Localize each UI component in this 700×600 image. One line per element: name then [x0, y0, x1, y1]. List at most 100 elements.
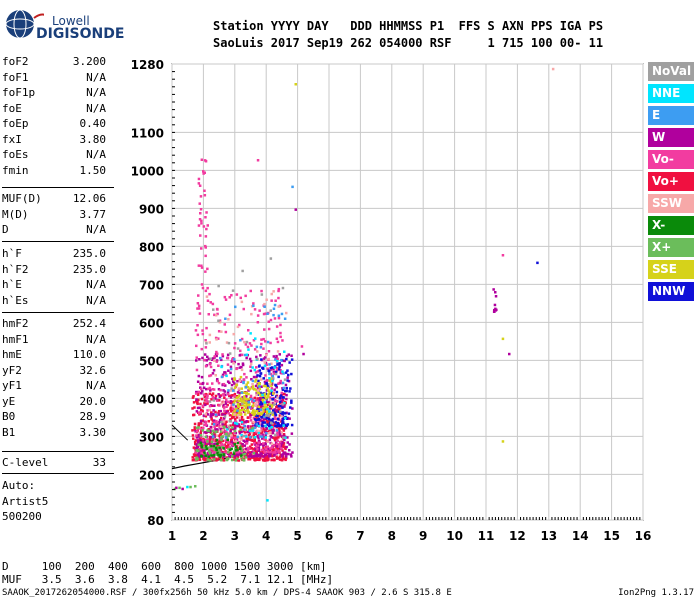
echo-point-noval	[220, 420, 223, 424]
echo-point-vo	[227, 441, 230, 445]
echo-point-vo	[264, 429, 267, 432]
param-value: 0.40	[79, 117, 107, 130]
echo-point-w	[249, 369, 253, 373]
echo-point-vo	[228, 313, 232, 317]
echo-point-w	[198, 358, 201, 361]
echo-point-nne	[235, 422, 239, 425]
echo-point-sse	[240, 397, 243, 400]
echo-point-vo	[225, 445, 228, 448]
echo-point-vo	[228, 446, 231, 449]
echo-point-x	[218, 446, 221, 450]
echo-point-sse	[270, 384, 273, 387]
echo-point-vo	[252, 302, 255, 305]
echo-point-vo	[240, 415, 244, 419]
echo-point-w	[279, 444, 283, 448]
y-tick-label: 800	[139, 240, 164, 254]
echo-point-sse	[243, 395, 246, 398]
echo-point-vo	[300, 345, 304, 348]
echo-point-vo	[206, 387, 210, 391]
echo-point-sse	[245, 398, 249, 401]
echo-point-w	[287, 353, 290, 356]
echo-point-vo	[211, 449, 214, 453]
echo-point-w	[266, 452, 269, 455]
echo-point-x	[204, 435, 208, 439]
echo-point-vo	[197, 264, 201, 267]
echo-point-nnw	[274, 395, 278, 398]
legend-item-e: E	[648, 106, 694, 125]
echo-point-w	[203, 442, 206, 446]
echo-point-sse	[245, 383, 248, 386]
echo-point-x	[207, 449, 211, 453]
echo-point-nnw	[536, 261, 539, 265]
param-label: B1	[2, 425, 16, 439]
echo-point-noval	[267, 414, 270, 417]
echo-point-vo	[224, 425, 227, 428]
param-label: foEp	[2, 117, 29, 130]
echo-point-sse	[259, 412, 263, 415]
echo-point-vo	[206, 286, 209, 290]
echo-point-w	[224, 393, 227, 397]
echo-point-vo	[275, 442, 279, 446]
echo-point-vo	[254, 449, 257, 453]
echo-point-w	[247, 425, 250, 428]
echo-point-vo	[242, 422, 245, 426]
echo-point-noval	[205, 342, 208, 345]
echo-point-nnw	[289, 406, 292, 409]
echo-point-sse	[268, 390, 271, 394]
echo-point-ssw	[208, 333, 212, 337]
echo-point-vo	[196, 393, 200, 396]
echo-point-sse	[251, 387, 255, 390]
echo-point-vo	[267, 407, 271, 410]
echo-point-vo	[254, 432, 258, 436]
echo-point-vo	[197, 307, 201, 310]
echo-point-ssw	[232, 332, 235, 336]
echo-point-noval	[256, 357, 259, 361]
echo-point-vo	[229, 406, 233, 410]
echo-point-w	[267, 401, 271, 404]
echo-point-vo	[206, 299, 210, 302]
echo-point-x	[232, 450, 236, 454]
echo-point-nne	[220, 365, 223, 369]
echo-point-x	[241, 458, 244, 461]
echo-point-vo	[272, 436, 275, 439]
auto-artist: Artist5	[2, 494, 49, 508]
echo-point-w	[256, 454, 260, 458]
echo-point-vo	[193, 440, 197, 444]
echo-point-sse	[247, 410, 250, 414]
echo-point-w	[238, 419, 242, 422]
echo-point-sse	[268, 379, 271, 382]
echo-point-vo	[195, 368, 199, 372]
echo-point-ssw	[238, 436, 241, 440]
echo-point-x	[200, 446, 204, 449]
echo-point-w	[198, 433, 201, 437]
echo-point-x	[244, 456, 248, 459]
echo-point-vo	[221, 456, 225, 460]
echo-point-x	[203, 446, 206, 450]
echo-point-vo	[203, 194, 207, 197]
echo-point-nnw	[285, 424, 288, 428]
echo-point-vo	[199, 195, 203, 198]
echo-point-vo	[204, 289, 208, 293]
echo-point-x	[236, 457, 239, 460]
echo-point-vo	[197, 398, 200, 402]
echo-point-w	[249, 455, 252, 458]
echo-point-vo	[220, 416, 223, 420]
echo-point-vo	[258, 309, 261, 312]
echo-point-vo	[209, 441, 212, 445]
echo-point-vo	[252, 433, 255, 437]
echo-point-nne	[244, 435, 248, 438]
echo-point-e	[265, 432, 268, 435]
echo-point-sse	[255, 389, 258, 392]
echo-point-w	[264, 433, 267, 437]
echo-point-w	[259, 418, 262, 422]
echo-point-x	[240, 454, 243, 457]
echo-point-vo	[200, 247, 203, 250]
echo-point-w	[288, 443, 291, 446]
echo-point-nne	[226, 428, 229, 431]
echo-point-ssw	[212, 359, 216, 362]
echo-point-w	[231, 377, 234, 381]
echo-point-vo	[210, 416, 213, 420]
echo-point-x	[222, 454, 226, 457]
echo-point-noval	[281, 286, 285, 290]
echo-point-x	[189, 485, 192, 489]
